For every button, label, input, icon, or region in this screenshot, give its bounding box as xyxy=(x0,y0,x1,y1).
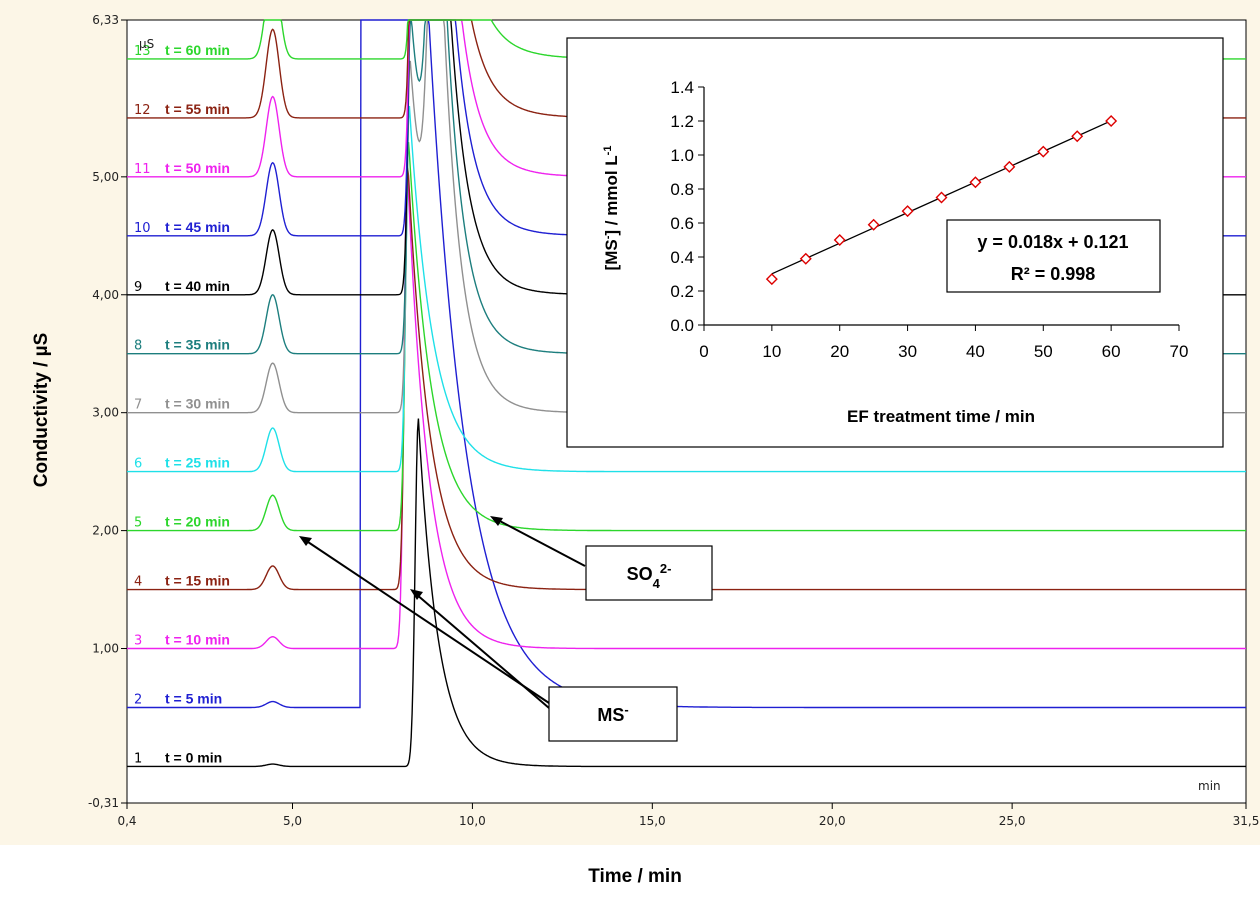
trace-label: t = 15 min xyxy=(165,573,230,589)
trace-label: t = 35 min xyxy=(165,337,230,353)
trace-label: t = 60 min xyxy=(165,42,230,58)
ms-callout-label: MS- xyxy=(597,702,628,726)
trace-number: 11 xyxy=(134,162,151,177)
trace-number: 7 xyxy=(134,398,142,413)
inset-y-tick-label: 0.2 xyxy=(670,282,694,301)
y-tick-label: 5,00 xyxy=(92,170,119,184)
annotations: SO42- MS- xyxy=(299,516,713,742)
trace-label: t = 45 min xyxy=(165,219,230,235)
so4-arrow xyxy=(495,518,586,567)
y-tick-label: -0,31 xyxy=(88,796,119,810)
y-axis-title: Conductivity / µS xyxy=(31,333,52,488)
inset-data-point xyxy=(867,218,880,231)
inset-y-tick-label: 0.6 xyxy=(670,214,694,233)
x-unit-label: min xyxy=(1198,779,1221,793)
inset-x-axis-title: EF treatment time / min xyxy=(847,407,1035,426)
x-tick-label: 25,0 xyxy=(999,814,1026,828)
y-tick-label: 3,00 xyxy=(92,406,119,420)
inset-data-point xyxy=(833,234,846,246)
trace-number: 1 xyxy=(134,751,142,766)
inset-data-point xyxy=(935,191,948,204)
y-tick-label: 6,33 xyxy=(92,13,119,27)
inset-x-tick-label: 50 xyxy=(1034,342,1053,361)
x-tick-label: 15,0 xyxy=(639,814,666,828)
inset-y-tick-label: 0.0 xyxy=(670,316,694,335)
inset-data-point xyxy=(1071,130,1084,143)
x-tick-label: 10,0 xyxy=(459,814,486,828)
inset-y-tick-label: 1.0 xyxy=(670,146,694,165)
ms-arrow-2 xyxy=(415,593,550,709)
trace-label: t = 0 min xyxy=(165,749,222,765)
inset-data-point xyxy=(1003,160,1016,173)
trace-line xyxy=(127,418,1246,768)
trace-number: 8 xyxy=(134,339,142,354)
inset-axes: 0 10 20 30 40 50 60 70 0.0 0.2 0.4 0.6 0.8 1.0 1.2 1.4 xyxy=(670,78,1188,361)
trace-label: t = 30 min xyxy=(165,396,230,412)
x-tick-label: 31,5 xyxy=(1233,814,1260,828)
inset-y-tick-label: 0.8 xyxy=(670,180,694,199)
trace-line xyxy=(127,142,1246,532)
trace-number: 13 xyxy=(134,44,151,59)
inset-x-tick-label: 70 xyxy=(1170,342,1189,361)
trace-number: 5 xyxy=(134,516,142,531)
fit-r-squared: R² = 0.998 xyxy=(1011,264,1096,284)
x-tick-label: 20,0 xyxy=(819,814,846,828)
axis-ticks: 0,4 5,0 10,0 15,0 20,0 25,0 31,5 -0,31 1,00 2,00 3… xyxy=(88,13,1259,828)
inset-y-axis-title: [MS-] / mmol L-1 xyxy=(602,146,621,271)
trace-number: 6 xyxy=(134,457,142,472)
trace-number: 3 xyxy=(134,634,142,649)
y-unit-label: µS xyxy=(139,37,154,51)
y-tick-label: 4,00 xyxy=(92,288,119,302)
so4-arrowhead xyxy=(490,516,503,526)
inset-data-point xyxy=(969,176,982,189)
y-tick-label: 1,00 xyxy=(92,642,119,656)
trace-label: t = 20 min xyxy=(165,514,230,530)
trace-line xyxy=(127,169,1246,650)
inset-x-tick-label: 60 xyxy=(1102,342,1121,361)
ms-arrowhead-2 xyxy=(410,589,423,600)
ms-arrow-1 xyxy=(304,539,550,704)
trace-label: t = 55 min xyxy=(165,101,230,117)
trace-line xyxy=(127,19,1246,709)
inset-data-point xyxy=(901,205,914,218)
inset-x-tick-label: 20 xyxy=(830,342,849,361)
ms-callout-box xyxy=(548,686,678,742)
trace-label: t = 40 min xyxy=(165,278,230,294)
trace-labels: 1 t = 0 min 2 t = 5 min 3 t = 10 min 4 t = 15 m… xyxy=(134,42,230,767)
x-tick-label: 0,4 xyxy=(117,814,136,828)
inset-y-tick-label: 1.2 xyxy=(670,112,694,131)
trace-number: 4 xyxy=(134,575,142,590)
trace-label: t = 25 min xyxy=(165,455,230,471)
x-axis-title: Time / min xyxy=(588,866,682,887)
inset-x-tick-label: 40 xyxy=(966,342,985,361)
trace-number: 9 xyxy=(134,280,142,295)
trace-number: 12 xyxy=(134,103,151,118)
inset-y-tick-label: 1.4 xyxy=(670,78,694,97)
inset-x-tick-label: 30 xyxy=(898,342,917,361)
inset-calibration-chart: 0 10 20 30 40 50 60 700.00.20.40.60.81.01.21.4 … xyxy=(566,37,1224,448)
fit-equation: y = 0.018x + 0.121 xyxy=(977,232,1128,252)
y-tick-label: 2,00 xyxy=(92,524,119,538)
inset-x-tick-label: 10 xyxy=(762,342,781,361)
trace-number: 10 xyxy=(134,221,151,236)
inset-points xyxy=(765,115,1118,286)
inset-y-tick-label: 0.4 xyxy=(670,248,694,267)
trace-label: t = 50 min xyxy=(165,160,230,176)
inset-data-point xyxy=(765,273,778,286)
x-tick-label: 5,0 xyxy=(283,814,302,828)
trace-label: t = 10 min xyxy=(165,632,230,648)
so4-callout-box xyxy=(585,545,713,601)
trace-line xyxy=(127,106,1246,473)
inset-data-point xyxy=(1105,115,1118,127)
trace-number: 2 xyxy=(134,692,142,707)
trace-label: t = 5 min xyxy=(165,690,222,706)
equation-box xyxy=(946,219,1161,293)
inset-x-tick-label: 0 xyxy=(699,342,708,361)
ms-arrowhead-1 xyxy=(299,536,312,546)
inset-data-point xyxy=(799,252,812,265)
inset-data-point xyxy=(1037,145,1050,158)
